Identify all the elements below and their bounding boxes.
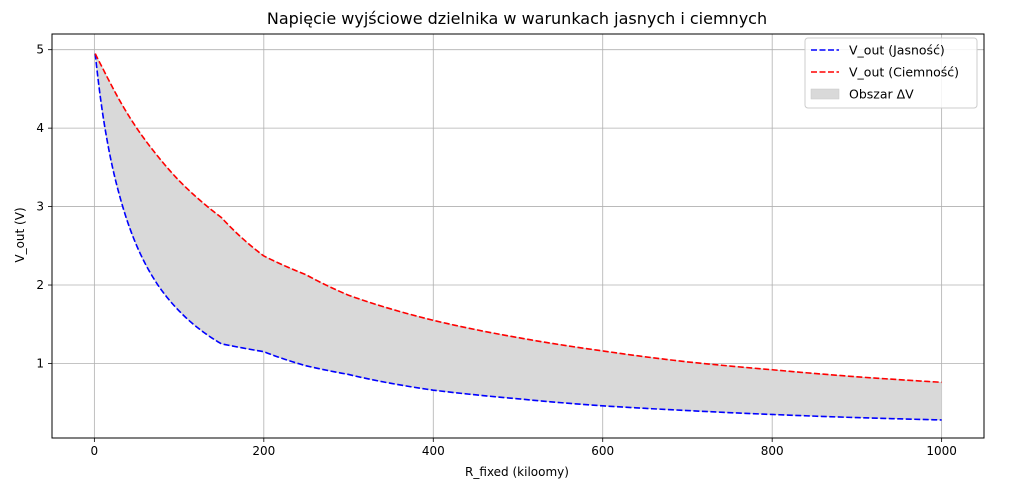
legend-box	[804, 37, 978, 109]
legend-item-jasnosc-label: V_out (Jasność)	[849, 43, 945, 58]
x-tick-label: 800	[761, 444, 784, 458]
y-tick-label: 2	[36, 278, 44, 292]
x-tick-label: 1000	[926, 444, 957, 458]
y-tick-label: 5	[36, 43, 44, 57]
ticks: 0 200 400 600 800 1000 1 2 3 4 5	[36, 43, 957, 458]
legend-item-ciemnosc-label: V_out (Ciemność)	[849, 65, 959, 80]
lines-layer	[94, 53, 942, 421]
chart-title: Napięcie wyjściowe dzielnika w warunkach…	[267, 9, 767, 28]
y-tick-label: 4	[36, 121, 44, 135]
y-tick-label: 3	[36, 200, 44, 214]
x-tick-label: 400	[422, 444, 445, 458]
x-tick-label: 0	[91, 444, 99, 458]
x-axis-label: R_fixed (kiloomy)	[465, 465, 569, 479]
plot-frame	[51, 33, 985, 439]
y-tick-label: 1	[36, 356, 44, 370]
legend: V_out (Jasność) V_out (Ciemność) Obszar ΔV	[804, 37, 978, 109]
y-axis-label: V_out (V)	[13, 207, 27, 262]
x-tick-label: 200	[252, 444, 275, 458]
series-line-ciemnosc	[94, 53, 942, 384]
legend-item-delta-v-swatch	[810, 88, 840, 100]
series-line-jasnosc	[94, 53, 942, 421]
legend-item-delta-v-label: Obszar ΔV	[849, 87, 914, 102]
x-tick-label: 600	[591, 444, 614, 458]
